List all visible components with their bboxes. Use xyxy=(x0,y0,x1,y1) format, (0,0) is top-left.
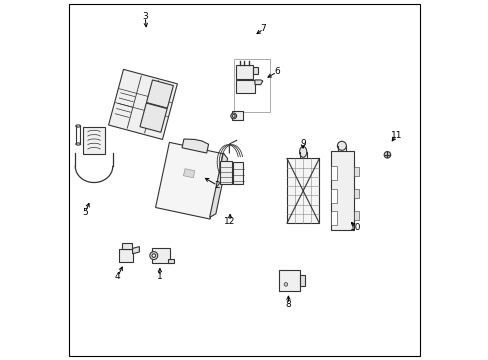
Text: 1: 1 xyxy=(157,272,163,281)
Polygon shape xyxy=(151,248,170,263)
Bar xyxy=(330,211,337,225)
Polygon shape xyxy=(220,161,231,184)
Ellipse shape xyxy=(284,283,287,286)
Bar xyxy=(330,151,354,230)
Bar xyxy=(330,189,337,203)
Ellipse shape xyxy=(152,254,155,257)
Text: 7: 7 xyxy=(260,24,266,33)
Polygon shape xyxy=(182,139,208,153)
Text: 8: 8 xyxy=(285,300,291,309)
Polygon shape xyxy=(254,80,263,85)
Text: 2: 2 xyxy=(214,181,220,190)
Text: 5: 5 xyxy=(82,208,88,217)
Polygon shape xyxy=(299,275,304,286)
Polygon shape xyxy=(209,153,227,217)
Ellipse shape xyxy=(149,252,158,260)
Polygon shape xyxy=(108,69,177,139)
Polygon shape xyxy=(236,80,254,93)
Ellipse shape xyxy=(337,141,346,150)
Text: 6: 6 xyxy=(273,68,279,77)
Polygon shape xyxy=(146,80,173,108)
Polygon shape xyxy=(140,103,167,132)
Ellipse shape xyxy=(384,152,390,158)
Ellipse shape xyxy=(76,125,81,127)
Text: 11: 11 xyxy=(390,130,401,139)
Text: 4: 4 xyxy=(115,272,121,281)
Polygon shape xyxy=(235,65,253,79)
Polygon shape xyxy=(183,168,194,178)
Polygon shape xyxy=(122,243,132,249)
Bar xyxy=(354,189,358,198)
Polygon shape xyxy=(155,142,224,219)
Polygon shape xyxy=(279,270,299,291)
Text: 3: 3 xyxy=(142,12,148,22)
Bar xyxy=(354,167,358,176)
Ellipse shape xyxy=(230,113,236,119)
Bar xyxy=(354,211,358,220)
Polygon shape xyxy=(119,249,132,262)
Polygon shape xyxy=(233,162,243,184)
Polygon shape xyxy=(253,67,258,74)
Bar xyxy=(233,59,269,112)
Ellipse shape xyxy=(299,147,306,157)
Text: 12: 12 xyxy=(224,217,235,226)
Ellipse shape xyxy=(76,143,81,145)
Bar xyxy=(83,127,104,154)
Text: 10: 10 xyxy=(349,223,361,232)
Bar xyxy=(286,158,319,223)
Polygon shape xyxy=(231,111,243,120)
Text: 9: 9 xyxy=(299,139,305,148)
Polygon shape xyxy=(132,247,139,254)
Ellipse shape xyxy=(232,114,235,117)
Bar xyxy=(330,166,337,180)
Polygon shape xyxy=(168,259,173,263)
